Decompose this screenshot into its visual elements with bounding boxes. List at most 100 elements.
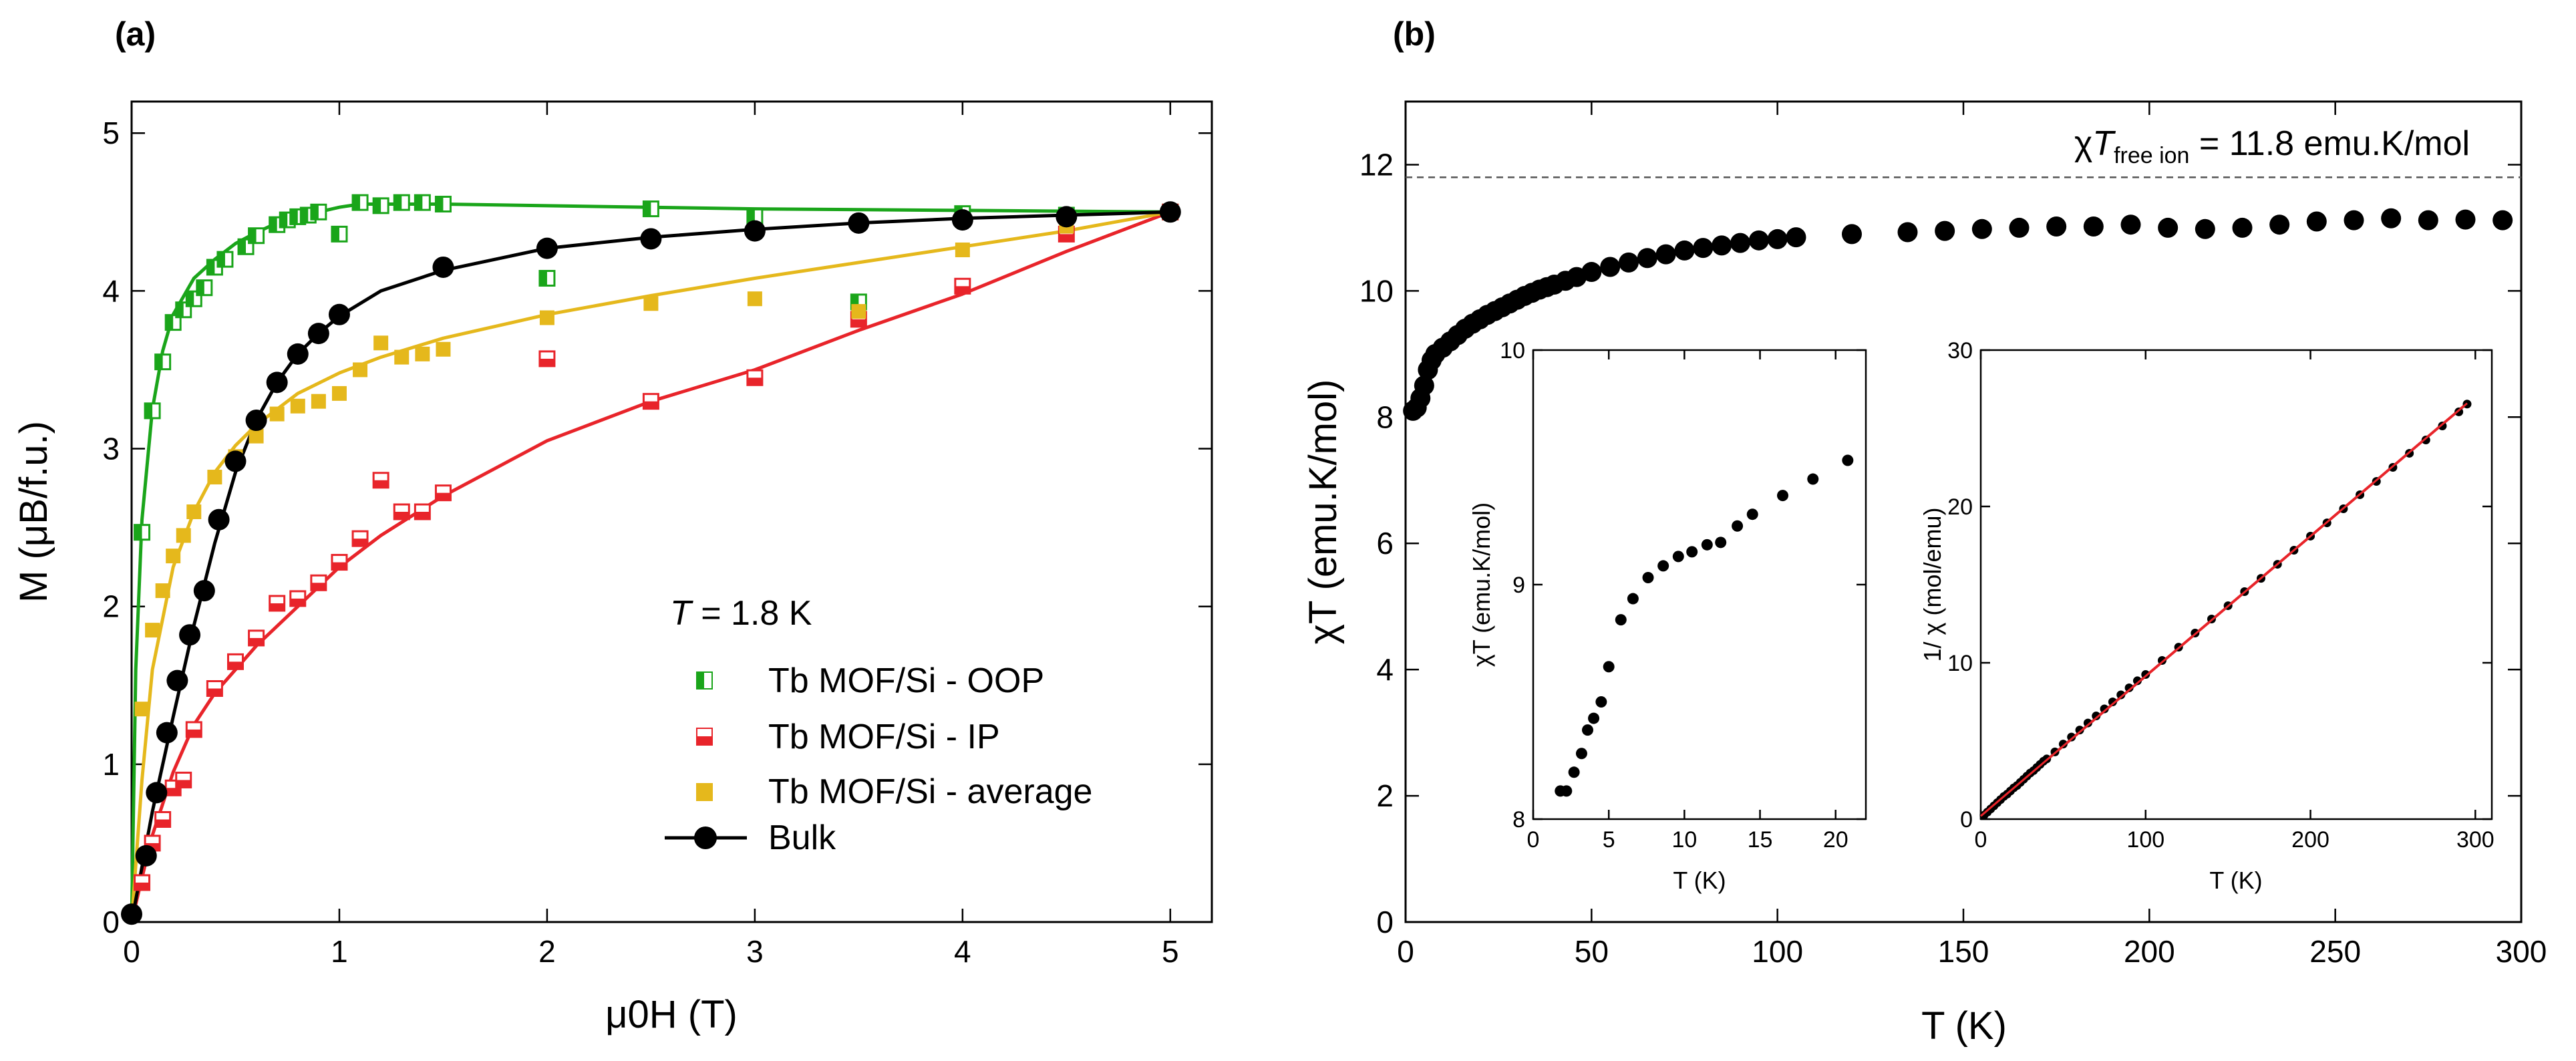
chiT-point [1655,244,1676,265]
inset-left-point [1615,614,1627,626]
ip-point-fill [436,492,451,500]
panel-a-x-tick-label: 1 [331,934,348,969]
ip-point-fill [539,358,554,366]
inset-left-point [1842,454,1854,466]
chiT-point [1693,238,1714,259]
average-point [643,296,659,311]
bulk-point [848,212,870,234]
panel-a-fit-lines [130,202,1171,923]
chiT-point [2381,208,2402,229]
bulk-point [266,371,288,394]
ip-point-fill [747,377,762,386]
ip-point-fill [269,603,285,611]
panel-a-points [121,194,1181,925]
oop-point-fill [134,524,142,540]
free-ion-note-value: = 11.8 emu.K/mol [2189,124,2470,163]
legend-oop-marker [696,671,713,690]
panel-b-x-tick-label: 100 [1752,934,1803,969]
fit-line-5 [130,210,1171,923]
inset-left-y-tick-label: 8 [1512,807,1525,832]
panel-a-y-tick-label: 1 [102,747,120,782]
ip-point-fill [134,882,150,890]
average-point [176,528,191,543]
legend-ip-marker-hollow [697,729,711,736]
inverse-chi-point [2124,683,2134,692]
inverse-chi-point [2132,676,2142,686]
inset-left-point [1746,508,1758,520]
oop-point-fill [373,198,381,213]
bulk-point [245,410,267,432]
average-point [394,349,410,365]
legend-bulk-label: Bulk [768,818,836,857]
inset-left-x-tick-label: 10 [1671,827,1697,853]
chiT-point [2009,217,2030,238]
panel-b-x-tick-label: 50 [1575,934,1609,969]
oop-point-fill [290,209,298,224]
panel-a: (a) 0 1 2 3 4 5 0 1 2 3 4 5 μ0H (T) M (μB/f.u.) T =… [12,15,1213,1036]
legend-ip-label: Tb MOF/Si - IP [768,718,1000,756]
ip-point-fill [1059,234,1074,242]
inset-left-point [1807,473,1819,485]
average-point [269,406,285,422]
inset-left-point [1561,785,1573,797]
inset-left-x-tick-label: 0 [1527,827,1540,853]
average-point [186,504,202,519]
inset-right-y-tick-label: 10 [1947,651,1973,676]
oop-point-fill [436,196,444,212]
inset-left-point [1575,748,1587,760]
legend-oop-marker-hollow [704,673,711,688]
inset-left-x-tick-label: 5 [1603,827,1615,853]
inset-left-point [1581,724,1593,736]
inset-left-point [1777,490,1788,502]
chiT-point [1935,220,1955,241]
chiT-point [2418,210,2438,231]
inset-left-x-axis-title: T (K) [1673,867,1726,894]
inverse-chi-point [2092,712,2101,721]
legend-entry-bulk: Bulk [665,818,836,857]
panel-b-points [1403,208,2513,421]
average-point [415,346,430,361]
oop-point-fill [280,212,288,228]
bulk-point [166,669,188,692]
chiT-point [1619,252,1639,273]
fit-line-3 [130,210,1171,923]
average-point [249,428,264,444]
panel-a-plot-frame [130,100,1213,923]
inset-left-point [1686,546,1698,558]
inset-left-x-tick-label: 15 [1748,827,1773,853]
temperature-note-symbol: T [670,594,693,633]
average-point [166,549,181,564]
chiT-point [1712,235,1732,256]
panel-a-x-tick-label: 0 [123,934,140,969]
ip-point-fill [228,661,243,669]
free-ion-note-prefix: χ [2074,124,2092,163]
panel-b-y-tick-label: 8 [1376,400,1394,434]
inset-right-points [1979,400,2472,820]
inset-right-y-tick-label: 0 [1960,807,1973,832]
inset-left-x-tick-label: 20 [1823,827,1848,853]
chiT-point [1897,222,1918,243]
panel-a-ticks: 0 1 2 3 4 5 0 1 2 3 4 5 [102,102,1212,969]
oop-point-fill [238,239,247,255]
chiT-point [2046,216,2067,237]
bulk-point [328,303,350,325]
bulk-point [135,845,157,867]
panel-a-legend: Tb MOF/Si - OOP Tb MOF/Si - IP Tb MOF/Si… [665,661,1092,857]
inset-left-point [1715,537,1727,549]
ip-point-fill [415,512,430,519]
inset-left-point [1732,520,1744,532]
legend-entry-ip: Tb MOF/Si - IP [696,718,1000,756]
chiT-point [2344,210,2364,231]
average-point [851,304,866,319]
bulk-point [179,624,201,646]
inset-right-x-tick-label: 200 [2291,827,2329,853]
panel-b-y-tick-label: 2 [1376,778,1394,813]
panel-a-x-tick-label: 4 [954,934,971,969]
inset-left: 0 5 10 15 20 8 9 10 T (K) χT (emu.K/mol) [1468,338,1867,894]
inset-left-point [1701,539,1713,551]
oop-point-fill [394,195,402,210]
chiT-point [1971,218,1992,239]
oop-point-fill [166,315,174,330]
